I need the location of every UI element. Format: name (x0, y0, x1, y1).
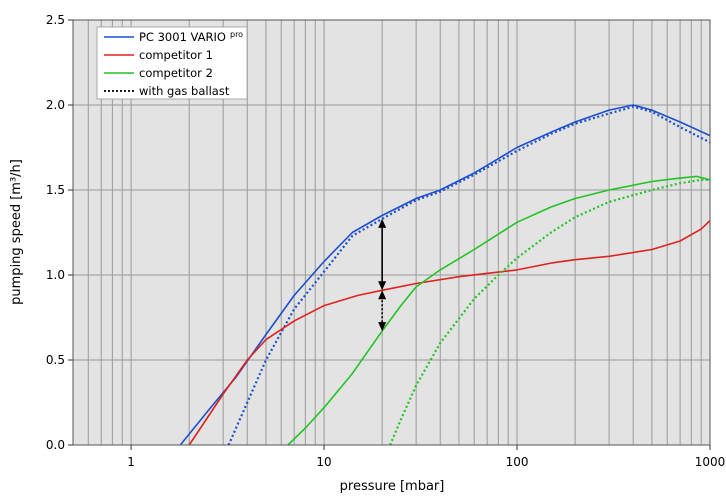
x-tick-label: 1000 (695, 455, 726, 469)
legend-label-vario: PC 3001 VARIO pro (139, 30, 243, 44)
y-tick-label: 1.5 (46, 183, 65, 197)
plot-frame (72, 19, 711, 446)
legend-label-competitor-1: competitor 1 (139, 48, 213, 62)
axis-ticks: 0.0 0.5 1.0 1.5 2.0 2.5 1 10 100 1000 (46, 13, 725, 469)
y-tick-label: 0.0 (46, 438, 65, 452)
legend: PC 3001 VARIO pro competitor 1 competitor… (96, 26, 248, 100)
data-series (179, 104, 711, 446)
series-line-comp2 (287, 175, 711, 446)
series-line-vario_gb (227, 105, 711, 446)
legend-label-gas-ballast: with gas ballast (139, 84, 230, 98)
y-tick-label: 0.5 (46, 353, 65, 367)
arrowhead-top (378, 218, 387, 228)
series-line-comp1 (188, 220, 711, 446)
y-axis-title: pumping speed [m³/h] (9, 159, 24, 305)
annotation-arrow (378, 218, 387, 332)
series-line-comp2_gb (389, 178, 710, 446)
y-tick-label: 2.0 (46, 98, 65, 112)
legend-box (96, 26, 248, 100)
y-tick-label: 1.0 (46, 268, 65, 282)
arrowhead-bottom (378, 322, 387, 332)
x-tick-label: 10 (316, 455, 331, 469)
y-tick-label: 2.5 (46, 13, 65, 27)
x-axis-title: pressure [mbar] (340, 479, 445, 494)
x-tick-label: 1 (127, 455, 135, 469)
series-line-vario (179, 104, 711, 446)
arrowhead-middle-down (378, 281, 387, 291)
arrowhead-middle-up (378, 290, 387, 300)
x-tick-label: 100 (506, 455, 529, 469)
legend-label-competitor-2: competitor 2 (139, 66, 213, 80)
